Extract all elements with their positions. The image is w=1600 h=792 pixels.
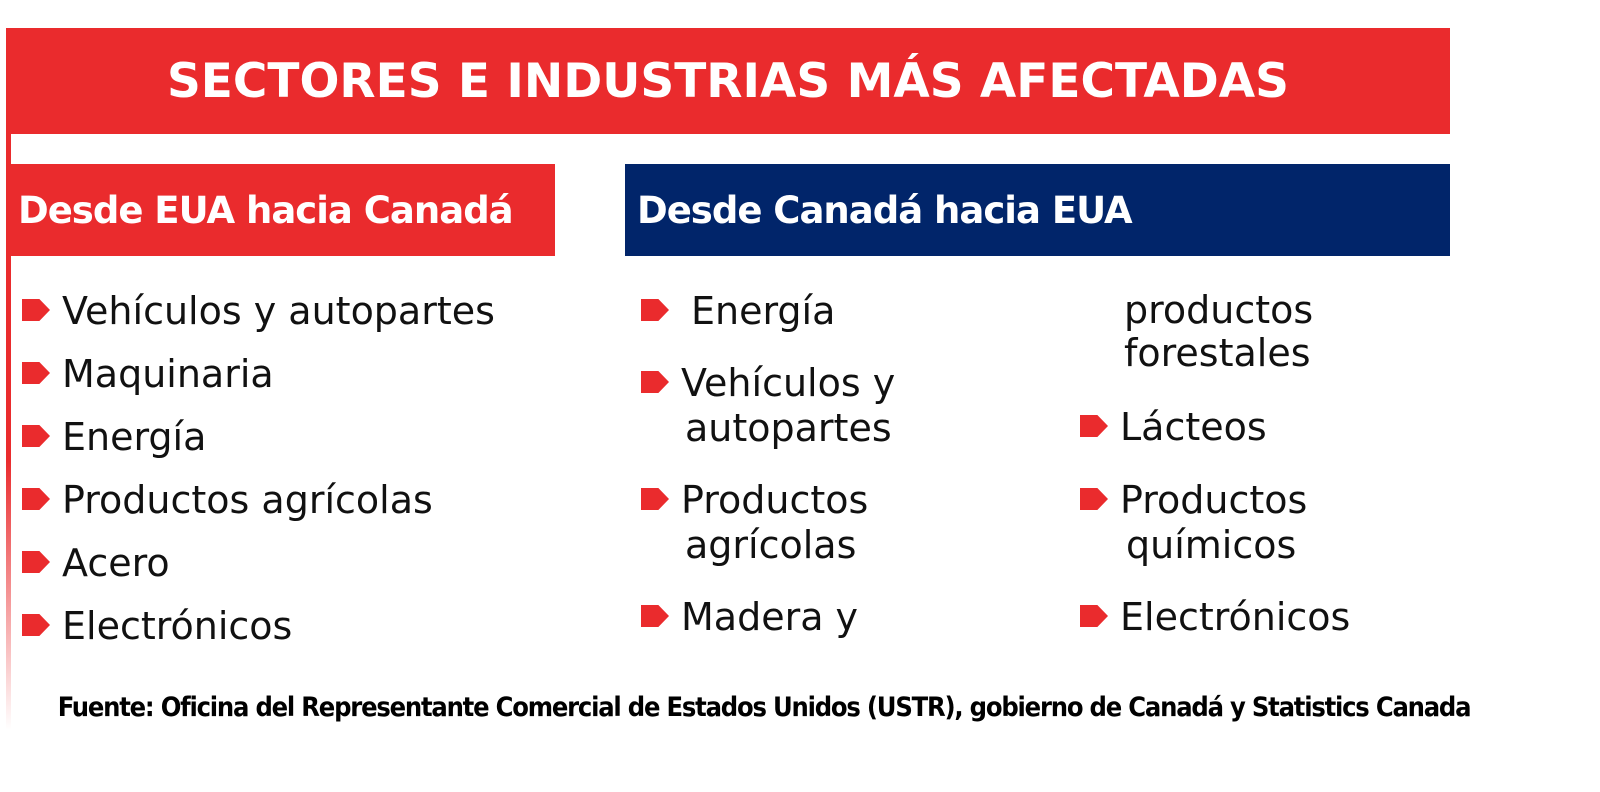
list-item-line: Energía [691, 289, 836, 333]
list-item-label: Maquinaria [62, 352, 274, 396]
list-item: Acero [22, 541, 170, 586]
list-item: Productos agrícolas [641, 478, 868, 568]
list-item-label: Lácteos [1120, 405, 1267, 449]
list-item-label: Productos agrícolas [681, 478, 868, 568]
list-item: Maquinaria [22, 352, 274, 397]
list-item-label: Productos químicos [1120, 478, 1307, 568]
red-arrow-bullet-icon [641, 371, 669, 393]
list-item-line: productos [1124, 288, 1314, 332]
section-title-canada-to-us: Desde Canadá hacia EUA [637, 188, 1133, 232]
list-item: Energía [641, 289, 835, 334]
list-item-line: Productos [681, 478, 869, 522]
list-item: Productos químicos [1080, 478, 1307, 568]
red-arrow-bullet-icon [641, 605, 669, 627]
list-item-label: Vehículos y autopartes [62, 289, 495, 333]
red-arrow-bullet-icon [1080, 488, 1108, 510]
red-arrow-bullet-icon [641, 488, 669, 510]
list-item-label: Electrónicos [1120, 595, 1351, 639]
source-note: Fuente: Oficina del Representante Comerc… [57, 692, 1472, 723]
red-arrow-bullet-icon [1080, 605, 1108, 627]
red-arrow-bullet-icon [22, 614, 50, 636]
red-arrow-bullet-icon [22, 425, 50, 447]
red-arrow-bullet-icon [22, 488, 50, 510]
red-arrow-bullet-icon [22, 362, 50, 384]
red-arrow-bullet-icon [1080, 415, 1108, 437]
list-item-label: Electrónicos [62, 604, 293, 648]
list-item-line: Vehículos y [681, 361, 896, 405]
list-item: Vehículos y autopartes [641, 361, 895, 451]
list-item-label: Vehículos y autopartes [681, 361, 895, 451]
list-item-line: autopartes [685, 406, 892, 450]
list-item-line: Productos [1120, 478, 1308, 522]
list-item-label: Productos agrícolas [62, 478, 433, 522]
list-item: Electrónicos [22, 604, 292, 649]
list-item-label: Madera y [681, 595, 859, 639]
red-arrow-bullet-icon [22, 299, 50, 321]
list-item-label: Energía [62, 415, 207, 459]
left-accent-rule [6, 130, 11, 730]
list-item-continuation: productos forestales [1124, 289, 1313, 375]
list-item-line: químicos [1126, 523, 1297, 567]
section-header-canada-to-us: Desde Canadá hacia EUA [625, 164, 1450, 256]
list-item: Electrónicos [1080, 595, 1350, 640]
section-header-us-to-canada: Desde EUA hacia Canadá [6, 164, 555, 256]
title-banner: SECTORES E INDUSTRIAS MÁS AFECTADAS [6, 28, 1450, 134]
list-item-line: agrícolas [685, 523, 857, 567]
list-item: Vehículos y autopartes [22, 289, 495, 334]
red-arrow-bullet-icon [641, 299, 669, 321]
list-item: Lácteos [1080, 405, 1267, 450]
section-title-us-to-canada: Desde EUA hacia Canadá [18, 188, 514, 232]
list-item: Madera y [641, 595, 858, 640]
list-item-label: Acero [62, 541, 170, 585]
list-item-label: Energía [681, 289, 835, 334]
list-item-line: forestales [1124, 331, 1311, 375]
red-arrow-bullet-icon [22, 551, 50, 573]
list-item: Energía [22, 415, 206, 460]
list-item: Productos agrícolas [22, 478, 433, 523]
page-title: SECTORES E INDUSTRIAS MÁS AFECTADAS [166, 53, 1290, 109]
